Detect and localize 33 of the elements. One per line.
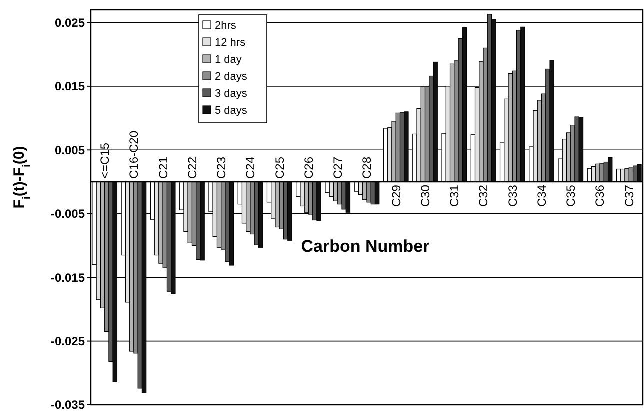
y-tick-label: 0.005: [54, 143, 86, 158]
x-tick-label: C37: [622, 184, 636, 208]
x-tick-label: C22: [185, 156, 200, 180]
x-tick-label: C28: [360, 156, 374, 180]
x-tick-label: C27: [331, 156, 346, 180]
y-tick-label: 0.025: [54, 16, 86, 30]
x-tick-label: C21: [156, 156, 170, 180]
y-tick-label: -0.005: [50, 207, 86, 222]
y-tick-label: -0.035: [50, 398, 86, 411]
x-tick-label: C32: [476, 184, 491, 208]
x-tick-label: C29: [389, 184, 404, 208]
x-axis-title: Carbon Number: [301, 237, 430, 256]
x-tick-label: C30: [418, 184, 432, 208]
legend-label: 2 days: [215, 70, 248, 83]
x-tick-label: <=C15: [98, 142, 112, 180]
legend-label: 2hrs: [215, 20, 237, 32]
legend-label: 1 day: [215, 54, 242, 66]
x-tick-label: C31: [448, 184, 462, 208]
x-tick-label: C23: [214, 156, 229, 180]
y-tick-label: 0.015: [54, 80, 86, 94]
y-tick-label: -0.015: [50, 270, 86, 285]
x-tick-label: C33: [506, 184, 520, 208]
x-tick-label: C26: [302, 156, 316, 180]
x-tick-label: C24: [244, 156, 258, 180]
legend-label: 12 hrs: [215, 36, 246, 49]
x-tick-label: C34: [534, 184, 549, 208]
x-tick-label: C36: [593, 184, 608, 208]
legend-label: 5 days: [215, 104, 248, 117]
legend-label: 3 days: [215, 88, 248, 100]
x-tick-label: C25: [272, 156, 287, 180]
x-tick-label: C35: [564, 184, 578, 208]
x-tick-label: C16-C20: [127, 130, 142, 180]
y-tick-label: -0.025: [50, 334, 86, 348]
